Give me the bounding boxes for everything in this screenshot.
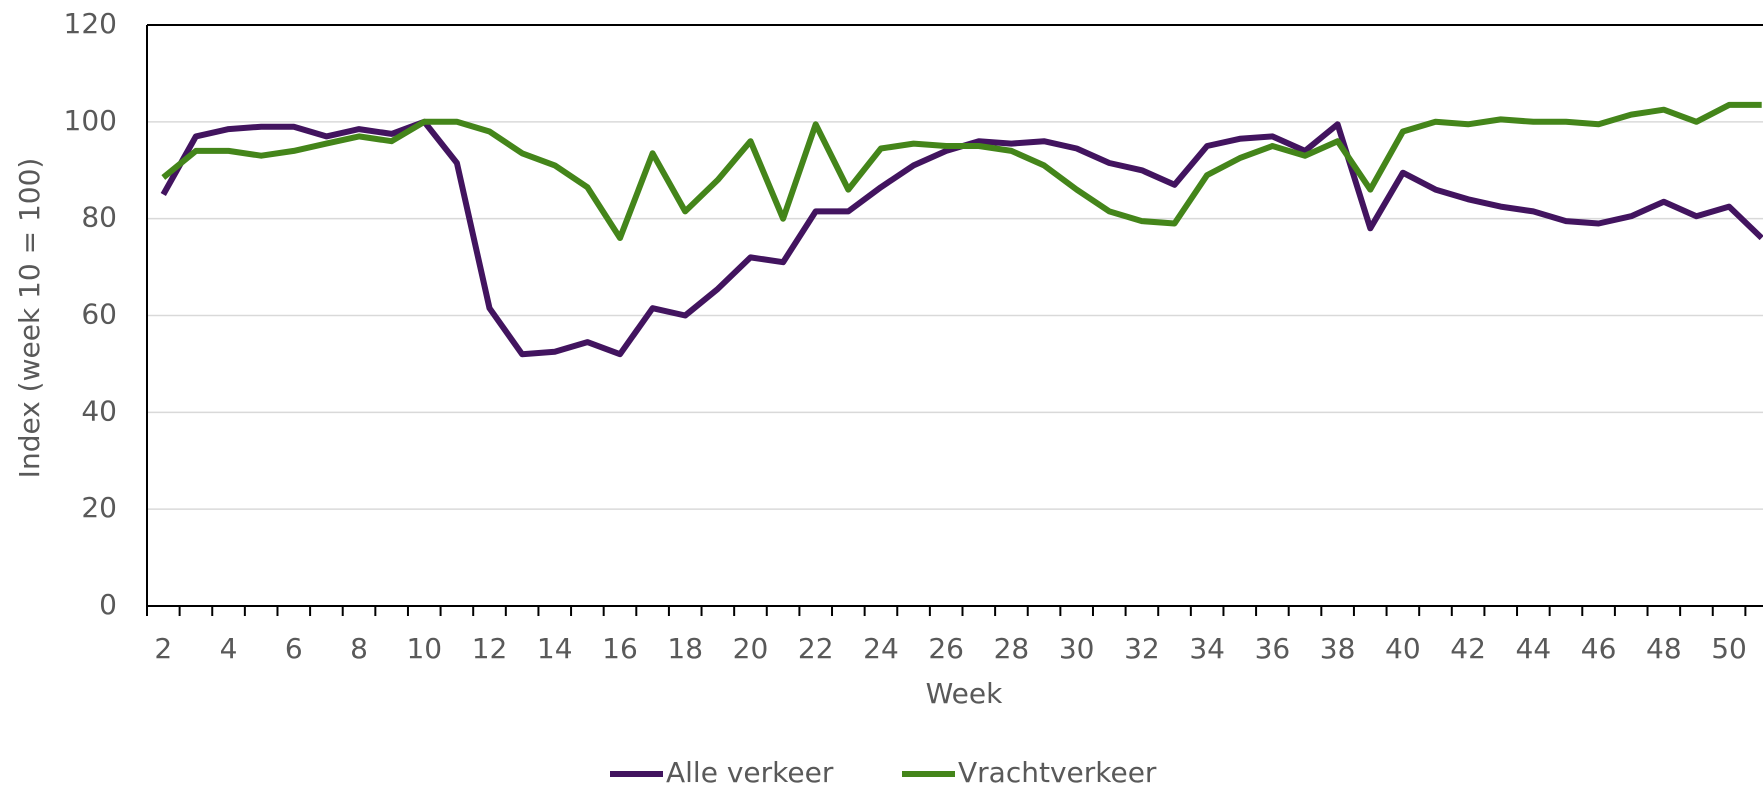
x-axis-label: Week: [926, 677, 1003, 710]
x-tick-label: 36: [1255, 632, 1291, 665]
x-tick-label: 38: [1320, 632, 1356, 665]
x-tick-label: 30: [1059, 632, 1095, 665]
series-line: [160, 118, 1763, 358]
x-tick-label: 14: [537, 632, 573, 665]
x-tick-label: 42: [1450, 632, 1486, 665]
y-tick-label: 80: [81, 201, 117, 234]
x-tick-label: 4: [220, 632, 238, 665]
series-line: [161, 101, 1762, 241]
legend-label: Alle verkeer: [666, 756, 834, 788]
x-tick-label: 6: [285, 632, 303, 665]
x-tick-label: 18: [667, 632, 703, 665]
x-tick-label: 40: [1385, 632, 1421, 665]
x-tick-label: 20: [733, 632, 769, 665]
y-tick-label: 60: [81, 298, 117, 331]
y-tick-label: 0: [99, 588, 117, 621]
x-tick-label: 24: [863, 632, 899, 665]
x-tick-label: 46: [1581, 632, 1617, 665]
x-tick-label: 12: [472, 632, 508, 665]
legend-label: Vrachtverkeer: [958, 756, 1157, 788]
x-tick-label: 2: [154, 632, 172, 665]
x-tick-label: 34: [1189, 632, 1225, 665]
y-tick-label: 40: [81, 394, 117, 427]
x-tick-label: 10: [406, 632, 442, 665]
y-axis-label: Index (week 10 = 100): [13, 158, 46, 479]
x-tick-label: 48: [1646, 632, 1682, 665]
x-tick-label: 50: [1711, 632, 1747, 665]
x-tick-label: 22: [798, 632, 834, 665]
x-tick-label: 8: [350, 632, 368, 665]
y-tick-label: 100: [64, 104, 117, 137]
x-tick-label: 28: [994, 632, 1030, 665]
x-tick-label: 16: [602, 632, 638, 665]
x-tick-label: 26: [928, 632, 964, 665]
x-tick-label: 44: [1516, 632, 1552, 665]
x-tick-label: 32: [1124, 632, 1160, 665]
y-tick-label: 120: [64, 7, 117, 40]
y-tick-label: 20: [81, 491, 117, 524]
